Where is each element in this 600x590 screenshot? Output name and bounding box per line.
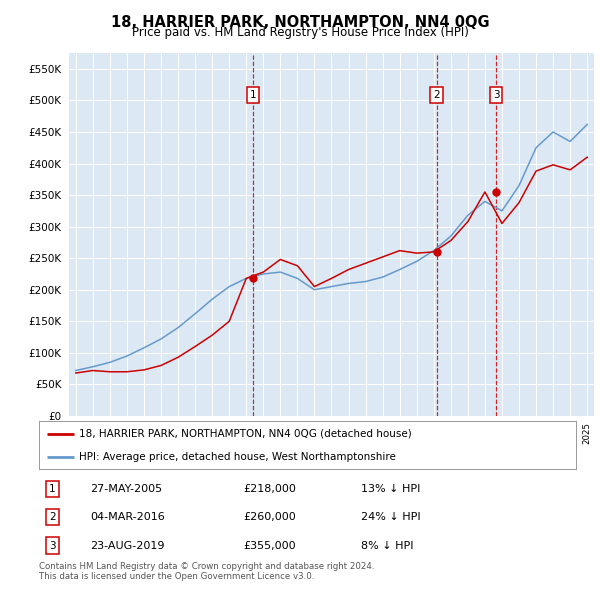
- Text: 18, HARRIER PARK, NORTHAMPTON, NN4 0QG: 18, HARRIER PARK, NORTHAMPTON, NN4 0QG: [110, 15, 490, 30]
- Text: 13% ↓ HPI: 13% ↓ HPI: [361, 484, 421, 494]
- Text: Price paid vs. HM Land Registry's House Price Index (HPI): Price paid vs. HM Land Registry's House …: [131, 26, 469, 39]
- Text: 3: 3: [49, 540, 56, 550]
- Text: 1: 1: [250, 90, 257, 100]
- Text: 24% ↓ HPI: 24% ↓ HPI: [361, 512, 421, 522]
- Text: 04-MAR-2016: 04-MAR-2016: [90, 512, 165, 522]
- Text: 2: 2: [49, 512, 56, 522]
- Text: 1: 1: [49, 484, 56, 494]
- Text: £355,000: £355,000: [243, 540, 296, 550]
- Text: 27-MAY-2005: 27-MAY-2005: [90, 484, 162, 494]
- Text: 18, HARRIER PARK, NORTHAMPTON, NN4 0QG (detached house): 18, HARRIER PARK, NORTHAMPTON, NN4 0QG (…: [79, 429, 412, 439]
- Text: Contains HM Land Registry data © Crown copyright and database right 2024.
This d: Contains HM Land Registry data © Crown c…: [39, 562, 374, 581]
- Text: £218,000: £218,000: [243, 484, 296, 494]
- Text: 3: 3: [493, 90, 499, 100]
- Text: 2: 2: [433, 90, 440, 100]
- Text: 8% ↓ HPI: 8% ↓ HPI: [361, 540, 414, 550]
- Text: £260,000: £260,000: [243, 512, 296, 522]
- Text: HPI: Average price, detached house, West Northamptonshire: HPI: Average price, detached house, West…: [79, 453, 396, 463]
- Text: 23-AUG-2019: 23-AUG-2019: [90, 540, 164, 550]
